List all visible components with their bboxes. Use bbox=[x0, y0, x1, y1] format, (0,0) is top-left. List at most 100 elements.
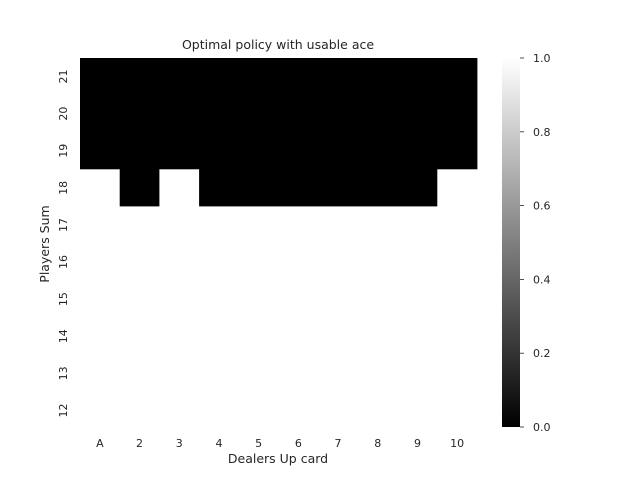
heatmap-cell-18-8 bbox=[357, 169, 398, 207]
heatmap-cell-15-7 bbox=[318, 280, 359, 319]
heatmap-cell-21-6 bbox=[278, 58, 319, 96]
heatmap-cell-12-2 bbox=[119, 391, 160, 430]
heatmap-cell-20-6 bbox=[278, 95, 319, 133]
colorbar-tick-label: 0.0 bbox=[533, 421, 551, 434]
x-tick-label: 2 bbox=[136, 437, 143, 450]
heatmap-cell-17-9 bbox=[397, 206, 438, 244]
heatmap-cell-19-7 bbox=[318, 132, 359, 170]
heatmap-cell-16-3 bbox=[159, 243, 200, 281]
heatmap-cell-21-2 bbox=[119, 58, 160, 96]
heatmap-cell-21-10 bbox=[437, 58, 478, 96]
y-tick-label: 21 bbox=[57, 70, 70, 84]
heatmap-cell-13-10 bbox=[437, 354, 478, 393]
heatmap-cell-13-7 bbox=[318, 354, 359, 393]
heatmap-cell-13-2 bbox=[119, 354, 160, 393]
x-tick-label: 6 bbox=[295, 437, 302, 450]
heatmap-cell-19-2 bbox=[119, 132, 160, 170]
heatmap-cell-16-7 bbox=[318, 243, 359, 281]
chart-title: Optimal policy with usable ace bbox=[182, 37, 374, 52]
heatmap-cells bbox=[80, 58, 478, 430]
heatmap-cell-16-A bbox=[80, 243, 121, 281]
y-tick-label: 19 bbox=[57, 144, 70, 158]
heatmap-cell-16-9 bbox=[397, 243, 438, 281]
heatmap-cell-12-A bbox=[80, 391, 121, 430]
heatmap-cell-12-9 bbox=[397, 391, 438, 430]
heatmap-cell-15-9 bbox=[397, 280, 438, 319]
x-tick-label: 5 bbox=[255, 437, 262, 450]
heatmap-cell-19-10 bbox=[437, 132, 478, 170]
heatmap-cell-12-3 bbox=[159, 391, 200, 430]
colorbar-tick-label: 1.0 bbox=[533, 52, 551, 65]
heatmap-cell-18-A bbox=[80, 169, 121, 207]
heatmap-cell-15-5 bbox=[238, 280, 279, 319]
heatmap-cell-18-10 bbox=[437, 169, 478, 207]
heatmap-cell-21-4 bbox=[199, 58, 240, 96]
x-tick-label: 7 bbox=[335, 437, 342, 450]
heatmap-cell-12-5 bbox=[238, 391, 279, 430]
heatmap-cell-15-10 bbox=[437, 280, 478, 319]
heatmap-cell-13-A bbox=[80, 354, 121, 393]
heatmap-cell-12-6 bbox=[278, 391, 319, 430]
x-tick-label: 9 bbox=[414, 437, 421, 450]
x-axis-label: Dealers Up card bbox=[228, 451, 328, 466]
heatmap-cell-19-3 bbox=[159, 132, 200, 170]
heatmap-cell-19-5 bbox=[238, 132, 279, 170]
heatmap-cell-14-9 bbox=[397, 317, 438, 356]
heatmap-cell-12-7 bbox=[318, 391, 359, 430]
heatmap-cell-21-9 bbox=[397, 58, 438, 96]
heatmap-cell-21-8 bbox=[357, 58, 398, 96]
heatmap-cell-16-6 bbox=[278, 243, 319, 281]
y-axis-label: Players Sum bbox=[37, 205, 52, 282]
x-tick-label: 8 bbox=[374, 437, 381, 450]
heatmap-cell-14-A bbox=[80, 317, 121, 356]
heatmap-cell-13-9 bbox=[397, 354, 438, 393]
heatmap-cell-20-10 bbox=[437, 95, 478, 133]
heatmap-cell-15-4 bbox=[199, 280, 240, 319]
colorbar-tick-labels: 0.0 0.2 0.4 0.6 0.8 1.0 bbox=[520, 52, 551, 434]
heatmap-cell-15-3 bbox=[159, 280, 200, 319]
colorbar-tick-label: 0.8 bbox=[533, 126, 551, 139]
heatmap-cell-12-4 bbox=[199, 391, 240, 430]
x-tick-label: 4 bbox=[215, 437, 222, 450]
heatmap-cell-14-5 bbox=[238, 317, 279, 356]
heatmap-cell-19-A bbox=[80, 132, 121, 170]
heatmap-cell-17-10 bbox=[437, 206, 478, 244]
colorbar-tick-label: 0.6 bbox=[533, 200, 551, 213]
y-tick-label: 16 bbox=[57, 255, 70, 269]
heatmap-cell-19-6 bbox=[278, 132, 319, 170]
heatmap-cell-19-4 bbox=[199, 132, 240, 170]
heatmap-cell-19-9 bbox=[397, 132, 438, 170]
y-tick-label: 13 bbox=[57, 366, 70, 380]
heatmap-cell-12-8 bbox=[357, 391, 398, 430]
colorbar-tick-label: 0.4 bbox=[533, 273, 551, 286]
heatmap-cell-21-5 bbox=[238, 58, 279, 96]
heatmap-cell-21-7 bbox=[318, 58, 359, 96]
heatmap-cell-15-2 bbox=[119, 280, 160, 319]
heatmap-cell-17-6 bbox=[278, 206, 319, 244]
heatmap-cell-14-6 bbox=[278, 317, 319, 356]
heatmap-cell-14-8 bbox=[357, 317, 398, 356]
heatmap-cell-18-2 bbox=[119, 169, 160, 207]
heatmap-cell-20-9 bbox=[397, 95, 438, 133]
heatmap-cell-20-A bbox=[80, 95, 121, 133]
y-tick-label: 15 bbox=[57, 292, 70, 306]
x-tick-label: 3 bbox=[176, 437, 183, 450]
heatmap-cell-17-A bbox=[80, 206, 121, 244]
heatmap-cell-20-4 bbox=[199, 95, 240, 133]
heatmap-cell-18-9 bbox=[397, 169, 438, 207]
heatmap-cell-21-A bbox=[80, 58, 121, 96]
heatmap-cell-21-3 bbox=[159, 58, 200, 96]
heatmap-cell-13-8 bbox=[357, 354, 398, 393]
heatmap-cell-13-5 bbox=[238, 354, 279, 393]
heatmap-cell-17-4 bbox=[199, 206, 240, 244]
heatmap-cell-20-8 bbox=[357, 95, 398, 133]
y-tick-label: 17 bbox=[57, 218, 70, 232]
x-tick-labels: A 2 3 4 5 6 7 8 9 10 bbox=[96, 437, 464, 450]
heatmap-cell-15-6 bbox=[278, 280, 319, 319]
heatmap-cell-20-5 bbox=[238, 95, 279, 133]
heatmap-cell-18-3 bbox=[159, 169, 200, 207]
heatmap-cell-15-8 bbox=[357, 280, 398, 319]
heatmap-cell-20-7 bbox=[318, 95, 359, 133]
heatmap-cell-17-8 bbox=[357, 206, 398, 244]
